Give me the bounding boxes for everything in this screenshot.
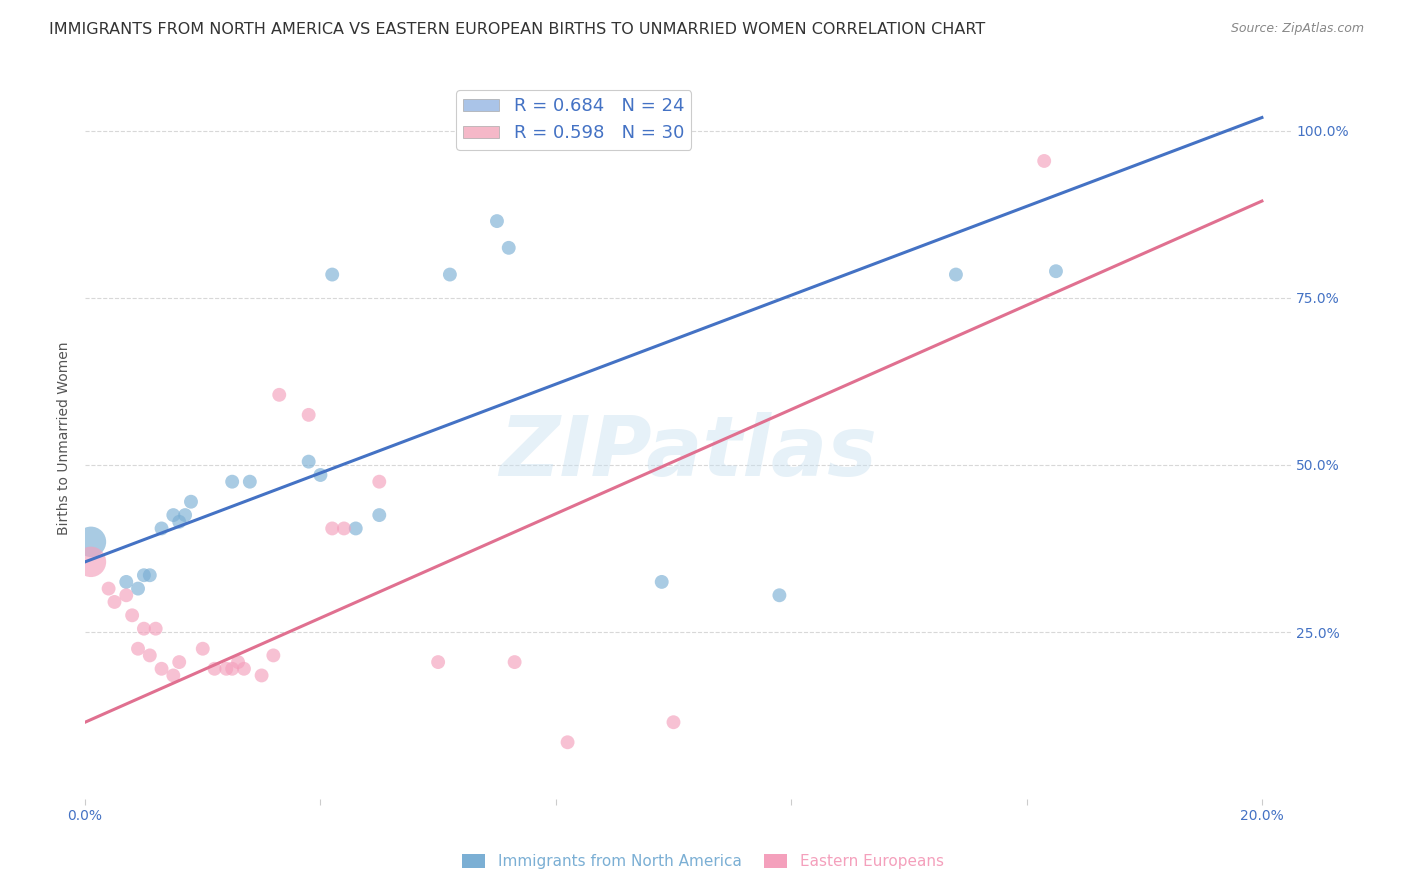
Text: IMMIGRANTS FROM NORTH AMERICA VS EASTERN EUROPEAN BIRTHS TO UNMARRIED WOMEN CORR: IMMIGRANTS FROM NORTH AMERICA VS EASTERN… bbox=[49, 22, 986, 37]
Point bbox=[132, 622, 155, 636]
Point bbox=[309, 468, 332, 483]
Point bbox=[174, 508, 197, 522]
Point bbox=[298, 408, 321, 422]
Point bbox=[191, 641, 214, 656]
Point bbox=[180, 494, 202, 508]
Point bbox=[1033, 153, 1056, 168]
Point bbox=[662, 715, 685, 730]
Point bbox=[250, 668, 273, 682]
Point bbox=[557, 735, 579, 749]
Point bbox=[321, 521, 343, 535]
Point bbox=[162, 508, 184, 522]
Point bbox=[368, 475, 391, 489]
Point bbox=[221, 662, 243, 676]
Point bbox=[768, 588, 790, 602]
Point bbox=[344, 521, 367, 535]
Point bbox=[439, 268, 461, 282]
Point bbox=[150, 662, 173, 676]
Point bbox=[139, 648, 162, 663]
Text: Source: ZipAtlas.com: Source: ZipAtlas.com bbox=[1230, 22, 1364, 36]
Point bbox=[127, 641, 149, 656]
Y-axis label: Births to Unmarried Women: Births to Unmarried Women bbox=[58, 342, 72, 535]
Point bbox=[139, 568, 162, 582]
Point bbox=[221, 475, 243, 489]
Legend: Immigrants from North America, Eastern Europeans: Immigrants from North America, Eastern E… bbox=[457, 848, 949, 875]
Text: ZIPatlas: ZIPatlas bbox=[499, 412, 877, 493]
Point bbox=[162, 668, 184, 682]
Point bbox=[233, 662, 256, 676]
Point bbox=[132, 568, 155, 582]
Point bbox=[368, 508, 391, 522]
Legend: R = 0.684   N = 24, R = 0.598   N = 30: R = 0.684 N = 24, R = 0.598 N = 30 bbox=[456, 90, 692, 150]
Point bbox=[115, 574, 138, 589]
Point bbox=[97, 582, 120, 596]
Point bbox=[321, 268, 343, 282]
Point bbox=[215, 662, 238, 676]
Point bbox=[145, 622, 167, 636]
Point bbox=[239, 475, 262, 489]
Point bbox=[1045, 264, 1067, 278]
Point bbox=[262, 648, 284, 663]
Point bbox=[127, 582, 149, 596]
Point bbox=[150, 521, 173, 535]
Point bbox=[298, 455, 321, 469]
Point bbox=[80, 534, 103, 549]
Point bbox=[503, 655, 526, 669]
Point bbox=[651, 574, 673, 589]
Point bbox=[103, 595, 125, 609]
Point bbox=[269, 388, 291, 402]
Point bbox=[121, 608, 143, 623]
Point bbox=[204, 662, 226, 676]
Point bbox=[167, 515, 190, 529]
Point bbox=[167, 655, 190, 669]
Point bbox=[333, 521, 356, 535]
Point bbox=[80, 555, 103, 569]
Point bbox=[115, 588, 138, 602]
Point bbox=[485, 214, 508, 228]
Point bbox=[226, 655, 249, 669]
Point bbox=[945, 268, 967, 282]
Point bbox=[498, 241, 520, 255]
Point bbox=[427, 655, 450, 669]
